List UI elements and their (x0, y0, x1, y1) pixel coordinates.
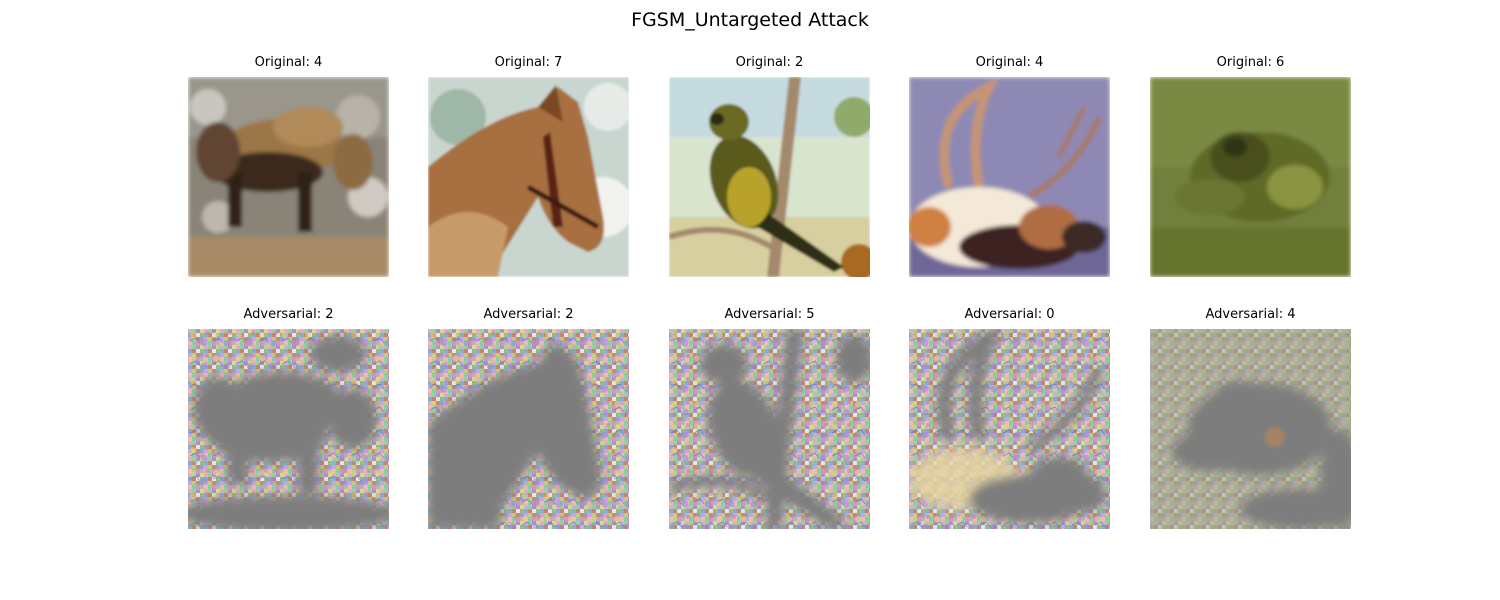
subplot-title: Original: 4 (254, 55, 323, 70)
horse-head-with-bridle-icon (428, 77, 629, 277)
subplot-title: Original: 4 (975, 55, 1044, 70)
subplot-title: Adversarial: 5 (724, 307, 815, 322)
blurry-brown-horse-standing-icon (188, 77, 389, 277)
reindeer-with-antlers-icon (909, 77, 1110, 277)
noisy-horse-head-silhouette-icon (428, 329, 629, 529)
subplot-title: Adversarial: 2 (243, 307, 334, 322)
figure-title: FGSM_Untargeted Attack (631, 9, 869, 31)
noisy-bird-silhouette-icon (669, 329, 870, 529)
frog-on-grass-icon (1150, 77, 1351, 277)
noisy-reindeer-silhouette-icon (909, 329, 1110, 529)
subplot-title: Adversarial: 0 (964, 307, 1055, 322)
noisy-horse-silhouette-icon (188, 329, 389, 529)
subplot-title: Adversarial: 4 (1205, 307, 1296, 322)
subplot-title: Original: 6 (1216, 55, 1285, 70)
noisy-frog-silhouette-icon (1150, 329, 1351, 529)
subplot-title: Original: 7 (494, 55, 563, 70)
subplot-title: Original: 2 (735, 55, 804, 70)
subplot-title: Adversarial: 2 (483, 307, 574, 322)
small-bird-on-branch-icon (669, 77, 870, 277)
